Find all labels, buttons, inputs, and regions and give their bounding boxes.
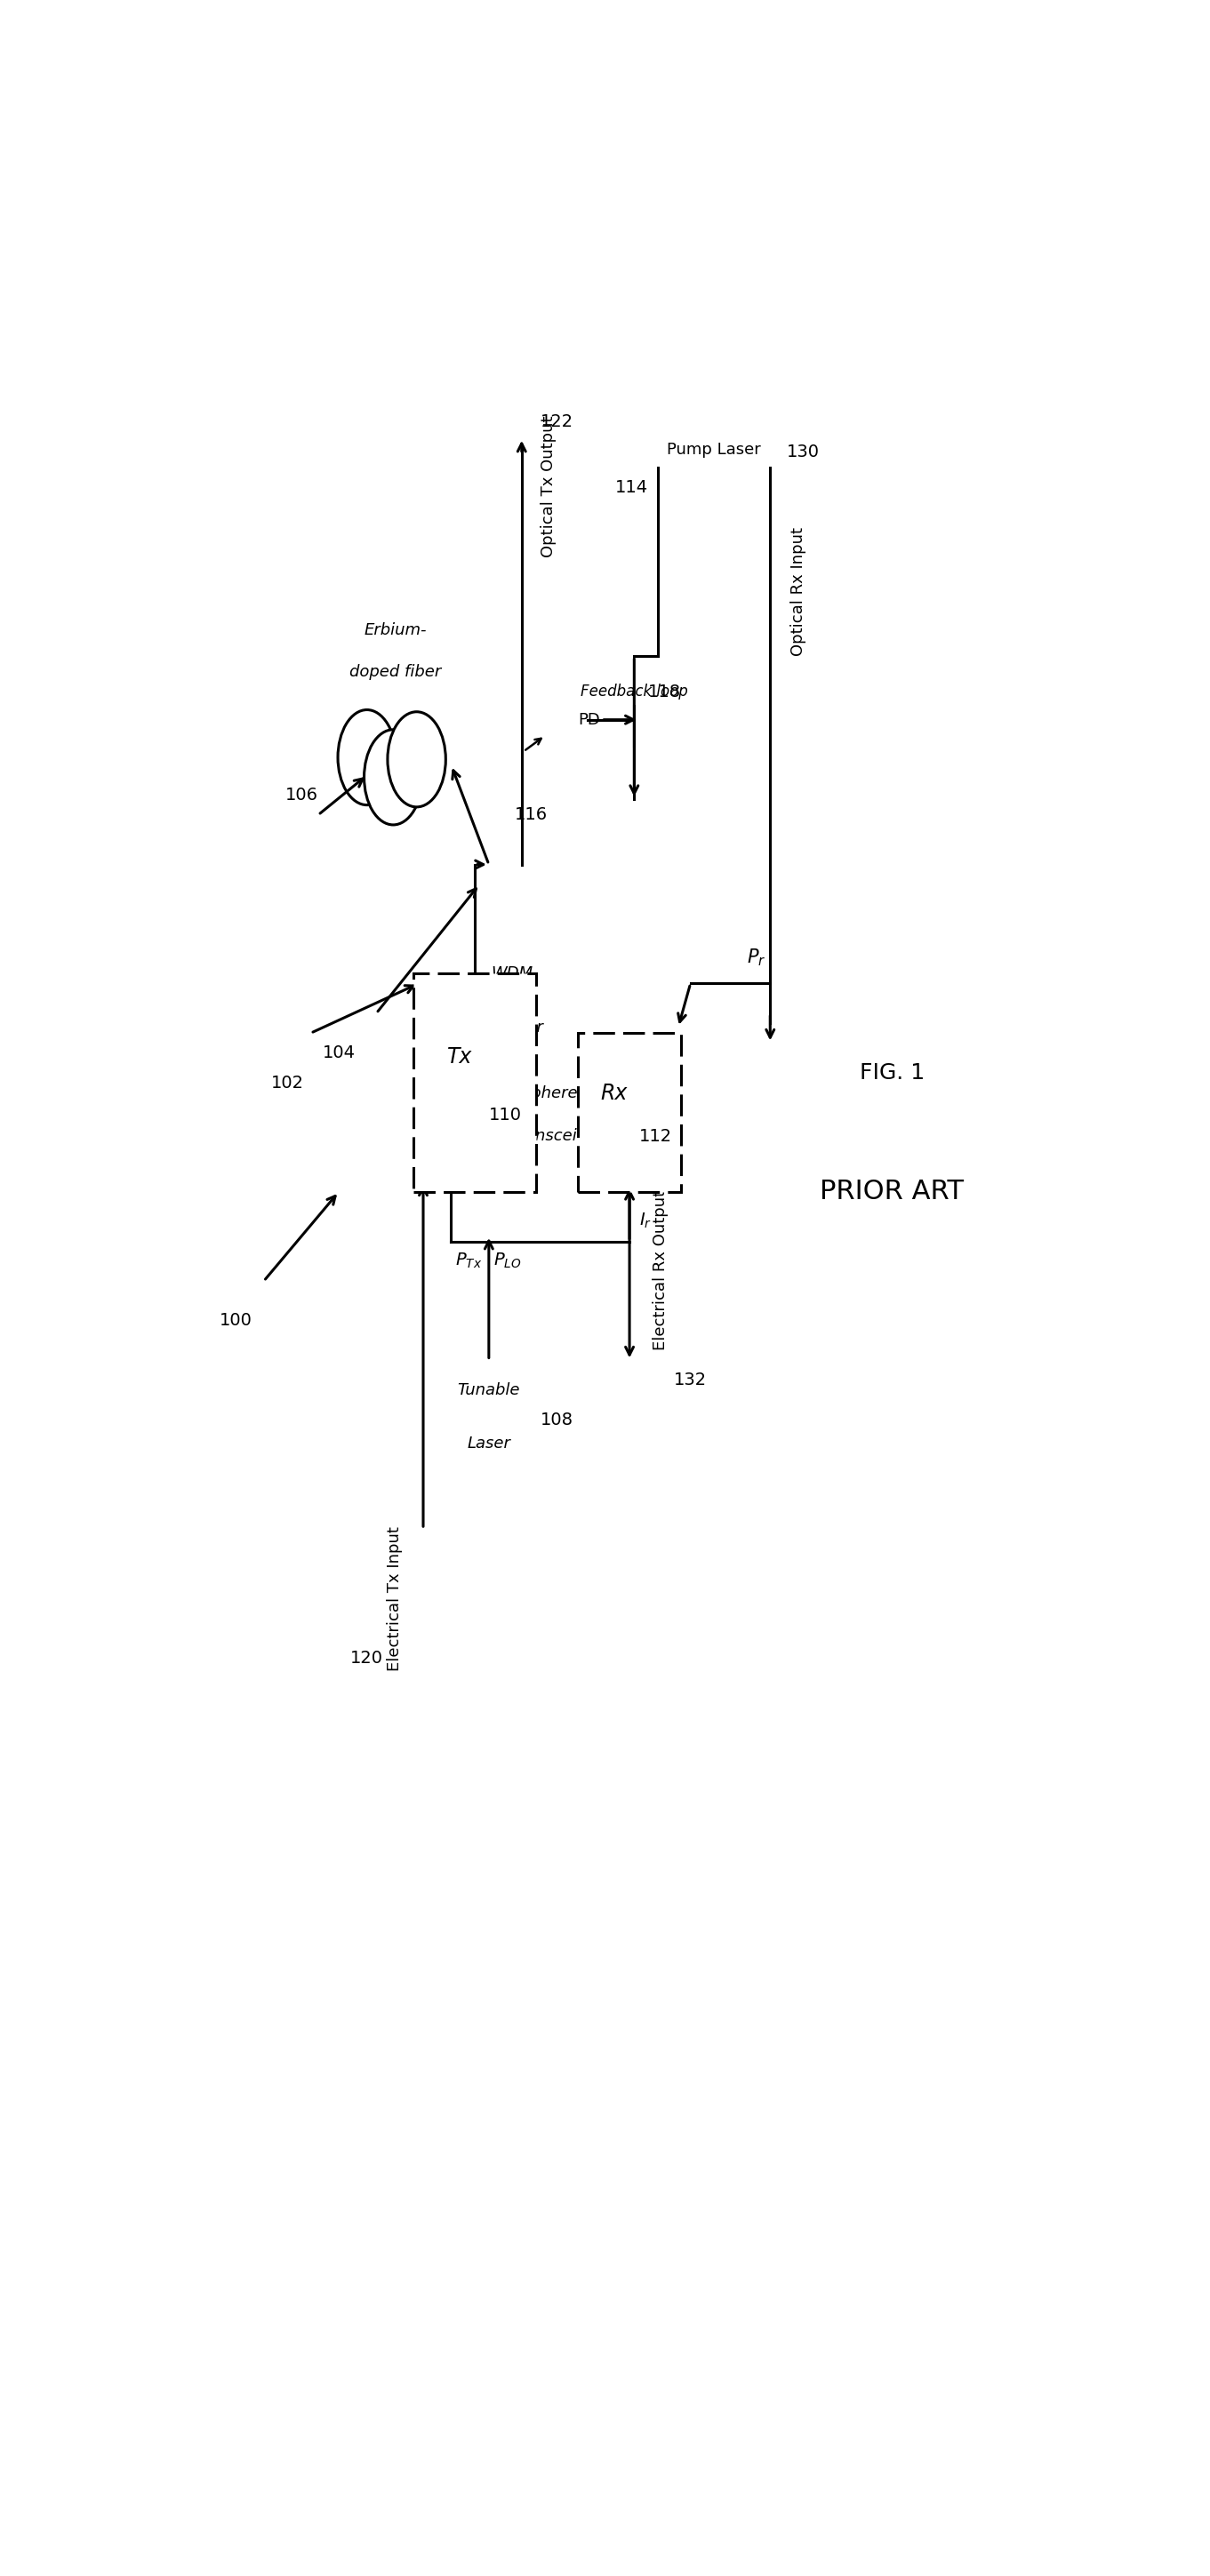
Text: 120: 120 bbox=[351, 1649, 384, 1667]
Text: 132: 132 bbox=[674, 1373, 707, 1388]
Text: Transceiver: Transceiver bbox=[511, 1128, 603, 1144]
Text: $P_{LO}$: $P_{LO}$ bbox=[494, 1252, 522, 1270]
Text: Pump Laser: Pump Laser bbox=[667, 443, 761, 459]
Text: $I_r$: $I_r$ bbox=[639, 1211, 651, 1231]
Bar bbox=[578, 1033, 681, 1193]
Text: 110: 110 bbox=[489, 1108, 522, 1123]
Text: Coupler: Coupler bbox=[482, 1020, 543, 1036]
Text: Erbium-: Erbium- bbox=[364, 623, 426, 639]
Text: Tx: Tx bbox=[448, 1046, 473, 1066]
Text: Rx: Rx bbox=[600, 1082, 628, 1105]
Text: Electrical Tx Input: Electrical Tx Input bbox=[387, 1525, 403, 1672]
Text: 122: 122 bbox=[541, 415, 574, 430]
Text: PD: PD bbox=[578, 711, 600, 726]
Ellipse shape bbox=[387, 711, 445, 806]
Text: PRIOR ART: PRIOR ART bbox=[820, 1180, 964, 1206]
Text: Laser: Laser bbox=[467, 1435, 511, 1453]
Ellipse shape bbox=[338, 711, 396, 804]
Text: $P_r$: $P_r$ bbox=[747, 945, 766, 969]
Text: 116: 116 bbox=[514, 806, 548, 824]
Text: FIG. 1: FIG. 1 bbox=[859, 1061, 924, 1084]
Text: 130: 130 bbox=[786, 443, 819, 461]
Text: 106: 106 bbox=[284, 786, 318, 804]
Text: Optical Rx Input: Optical Rx Input bbox=[791, 528, 807, 657]
Bar bbox=[414, 974, 536, 1193]
Ellipse shape bbox=[364, 729, 422, 824]
Text: 114: 114 bbox=[615, 479, 649, 497]
Text: 112: 112 bbox=[639, 1128, 672, 1144]
Text: 118: 118 bbox=[649, 683, 681, 701]
Text: 108: 108 bbox=[541, 1412, 574, 1427]
Text: Electrical Rx Output: Electrical Rx Output bbox=[653, 1190, 669, 1350]
Text: doped fiber: doped fiber bbox=[350, 665, 440, 680]
Text: Feedback loop: Feedback loop bbox=[581, 685, 687, 701]
Text: $P_{Tx}$: $P_{Tx}$ bbox=[455, 1252, 482, 1270]
Text: 104: 104 bbox=[322, 1043, 356, 1061]
Text: Optical Tx Output: Optical Tx Output bbox=[541, 415, 557, 556]
Text: Coherent: Coherent bbox=[520, 1084, 594, 1103]
Text: Tunable: Tunable bbox=[457, 1383, 520, 1399]
Text: 102: 102 bbox=[271, 1074, 304, 1092]
Text: WDM: WDM bbox=[491, 966, 534, 981]
Text: 100: 100 bbox=[219, 1311, 252, 1329]
